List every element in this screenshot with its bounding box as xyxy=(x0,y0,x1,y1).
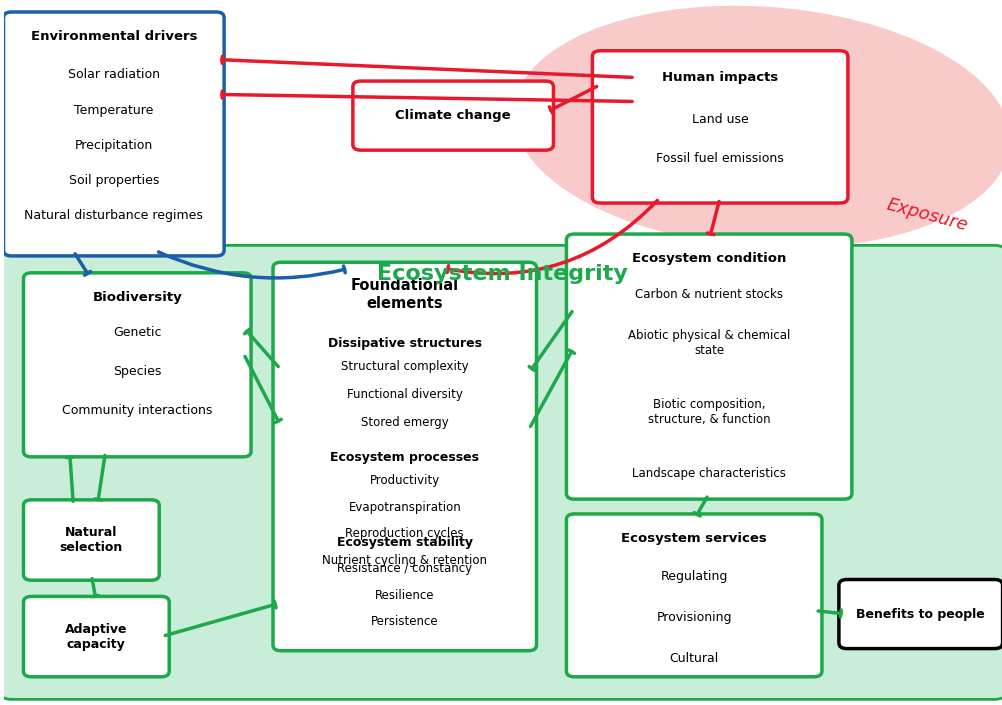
Text: Functional diversity: Functional diversity xyxy=(347,388,462,400)
Text: Resilience: Resilience xyxy=(375,589,434,601)
Text: Ecosystem condition: Ecosystem condition xyxy=(631,252,786,265)
Text: Abiotic physical & chemical
state: Abiotic physical & chemical state xyxy=(627,329,790,357)
Text: Regulating: Regulating xyxy=(660,570,727,583)
Text: Community interactions: Community interactions xyxy=(62,404,212,417)
FancyBboxPatch shape xyxy=(23,596,169,677)
Text: Adaptive
capacity: Adaptive capacity xyxy=(65,623,127,651)
Text: Evapotranspiration: Evapotranspiration xyxy=(348,501,461,513)
FancyBboxPatch shape xyxy=(566,514,821,677)
Text: Landscape characteristics: Landscape characteristics xyxy=(631,467,786,479)
Text: Ecosystem stability: Ecosystem stability xyxy=(337,536,472,548)
FancyBboxPatch shape xyxy=(273,262,536,651)
Text: Solar radiation: Solar radiation xyxy=(68,68,159,81)
FancyBboxPatch shape xyxy=(592,51,847,203)
FancyBboxPatch shape xyxy=(838,580,1002,649)
Text: Provisioning: Provisioning xyxy=(655,611,731,624)
Text: Benefits to people: Benefits to people xyxy=(856,608,984,620)
Text: Dissipative structures: Dissipative structures xyxy=(328,337,481,350)
Text: Temperature: Temperature xyxy=(74,104,153,116)
Text: Natural disturbance regimes: Natural disturbance regimes xyxy=(24,209,203,222)
Text: Nutrient cycling & retention: Nutrient cycling & retention xyxy=(322,554,487,567)
Text: Ecosystem Integrity: Ecosystem Integrity xyxy=(377,264,627,284)
Text: Cultural: Cultural xyxy=(669,652,718,665)
Text: Ecosystem services: Ecosystem services xyxy=(620,532,767,545)
Text: Human impacts: Human impacts xyxy=(661,70,778,83)
Text: Ecosystem processes: Ecosystem processes xyxy=(330,451,479,464)
FancyBboxPatch shape xyxy=(566,234,851,499)
Text: Soil properties: Soil properties xyxy=(68,174,159,187)
Text: Foundational
elements: Foundational elements xyxy=(351,278,458,311)
Text: Reproduction cycles: Reproduction cycles xyxy=(345,527,464,540)
Text: Productivity: Productivity xyxy=(370,474,440,486)
Text: Fossil fuel emissions: Fossil fuel emissions xyxy=(655,152,784,164)
Text: Climate change: Climate change xyxy=(395,109,510,122)
Text: Stored emergy: Stored emergy xyxy=(361,416,448,429)
Text: Persistence: Persistence xyxy=(371,615,438,628)
Text: Natural
selection: Natural selection xyxy=(60,526,123,554)
FancyBboxPatch shape xyxy=(23,273,250,457)
Text: Precipitation: Precipitation xyxy=(74,139,152,152)
Text: Exposure: Exposure xyxy=(883,195,969,235)
Ellipse shape xyxy=(513,6,1002,248)
Text: Biotic composition,
structure, & function: Biotic composition, structure, & functio… xyxy=(647,398,770,426)
FancyBboxPatch shape xyxy=(4,12,223,256)
Text: Environmental drivers: Environmental drivers xyxy=(30,30,196,43)
Text: Resistance / constancy: Resistance / constancy xyxy=(337,562,472,575)
FancyBboxPatch shape xyxy=(0,245,1002,699)
Text: Land use: Land use xyxy=(691,113,747,125)
Text: Biodiversity: Biodiversity xyxy=(92,291,182,304)
Text: Genetic: Genetic xyxy=(113,326,161,339)
Text: Carbon & nutrient stocks: Carbon & nutrient stocks xyxy=(634,288,783,300)
Text: Species: Species xyxy=(113,365,161,378)
Text: Structural complexity: Structural complexity xyxy=(341,360,468,372)
FancyBboxPatch shape xyxy=(23,500,159,580)
FancyBboxPatch shape xyxy=(353,81,553,150)
